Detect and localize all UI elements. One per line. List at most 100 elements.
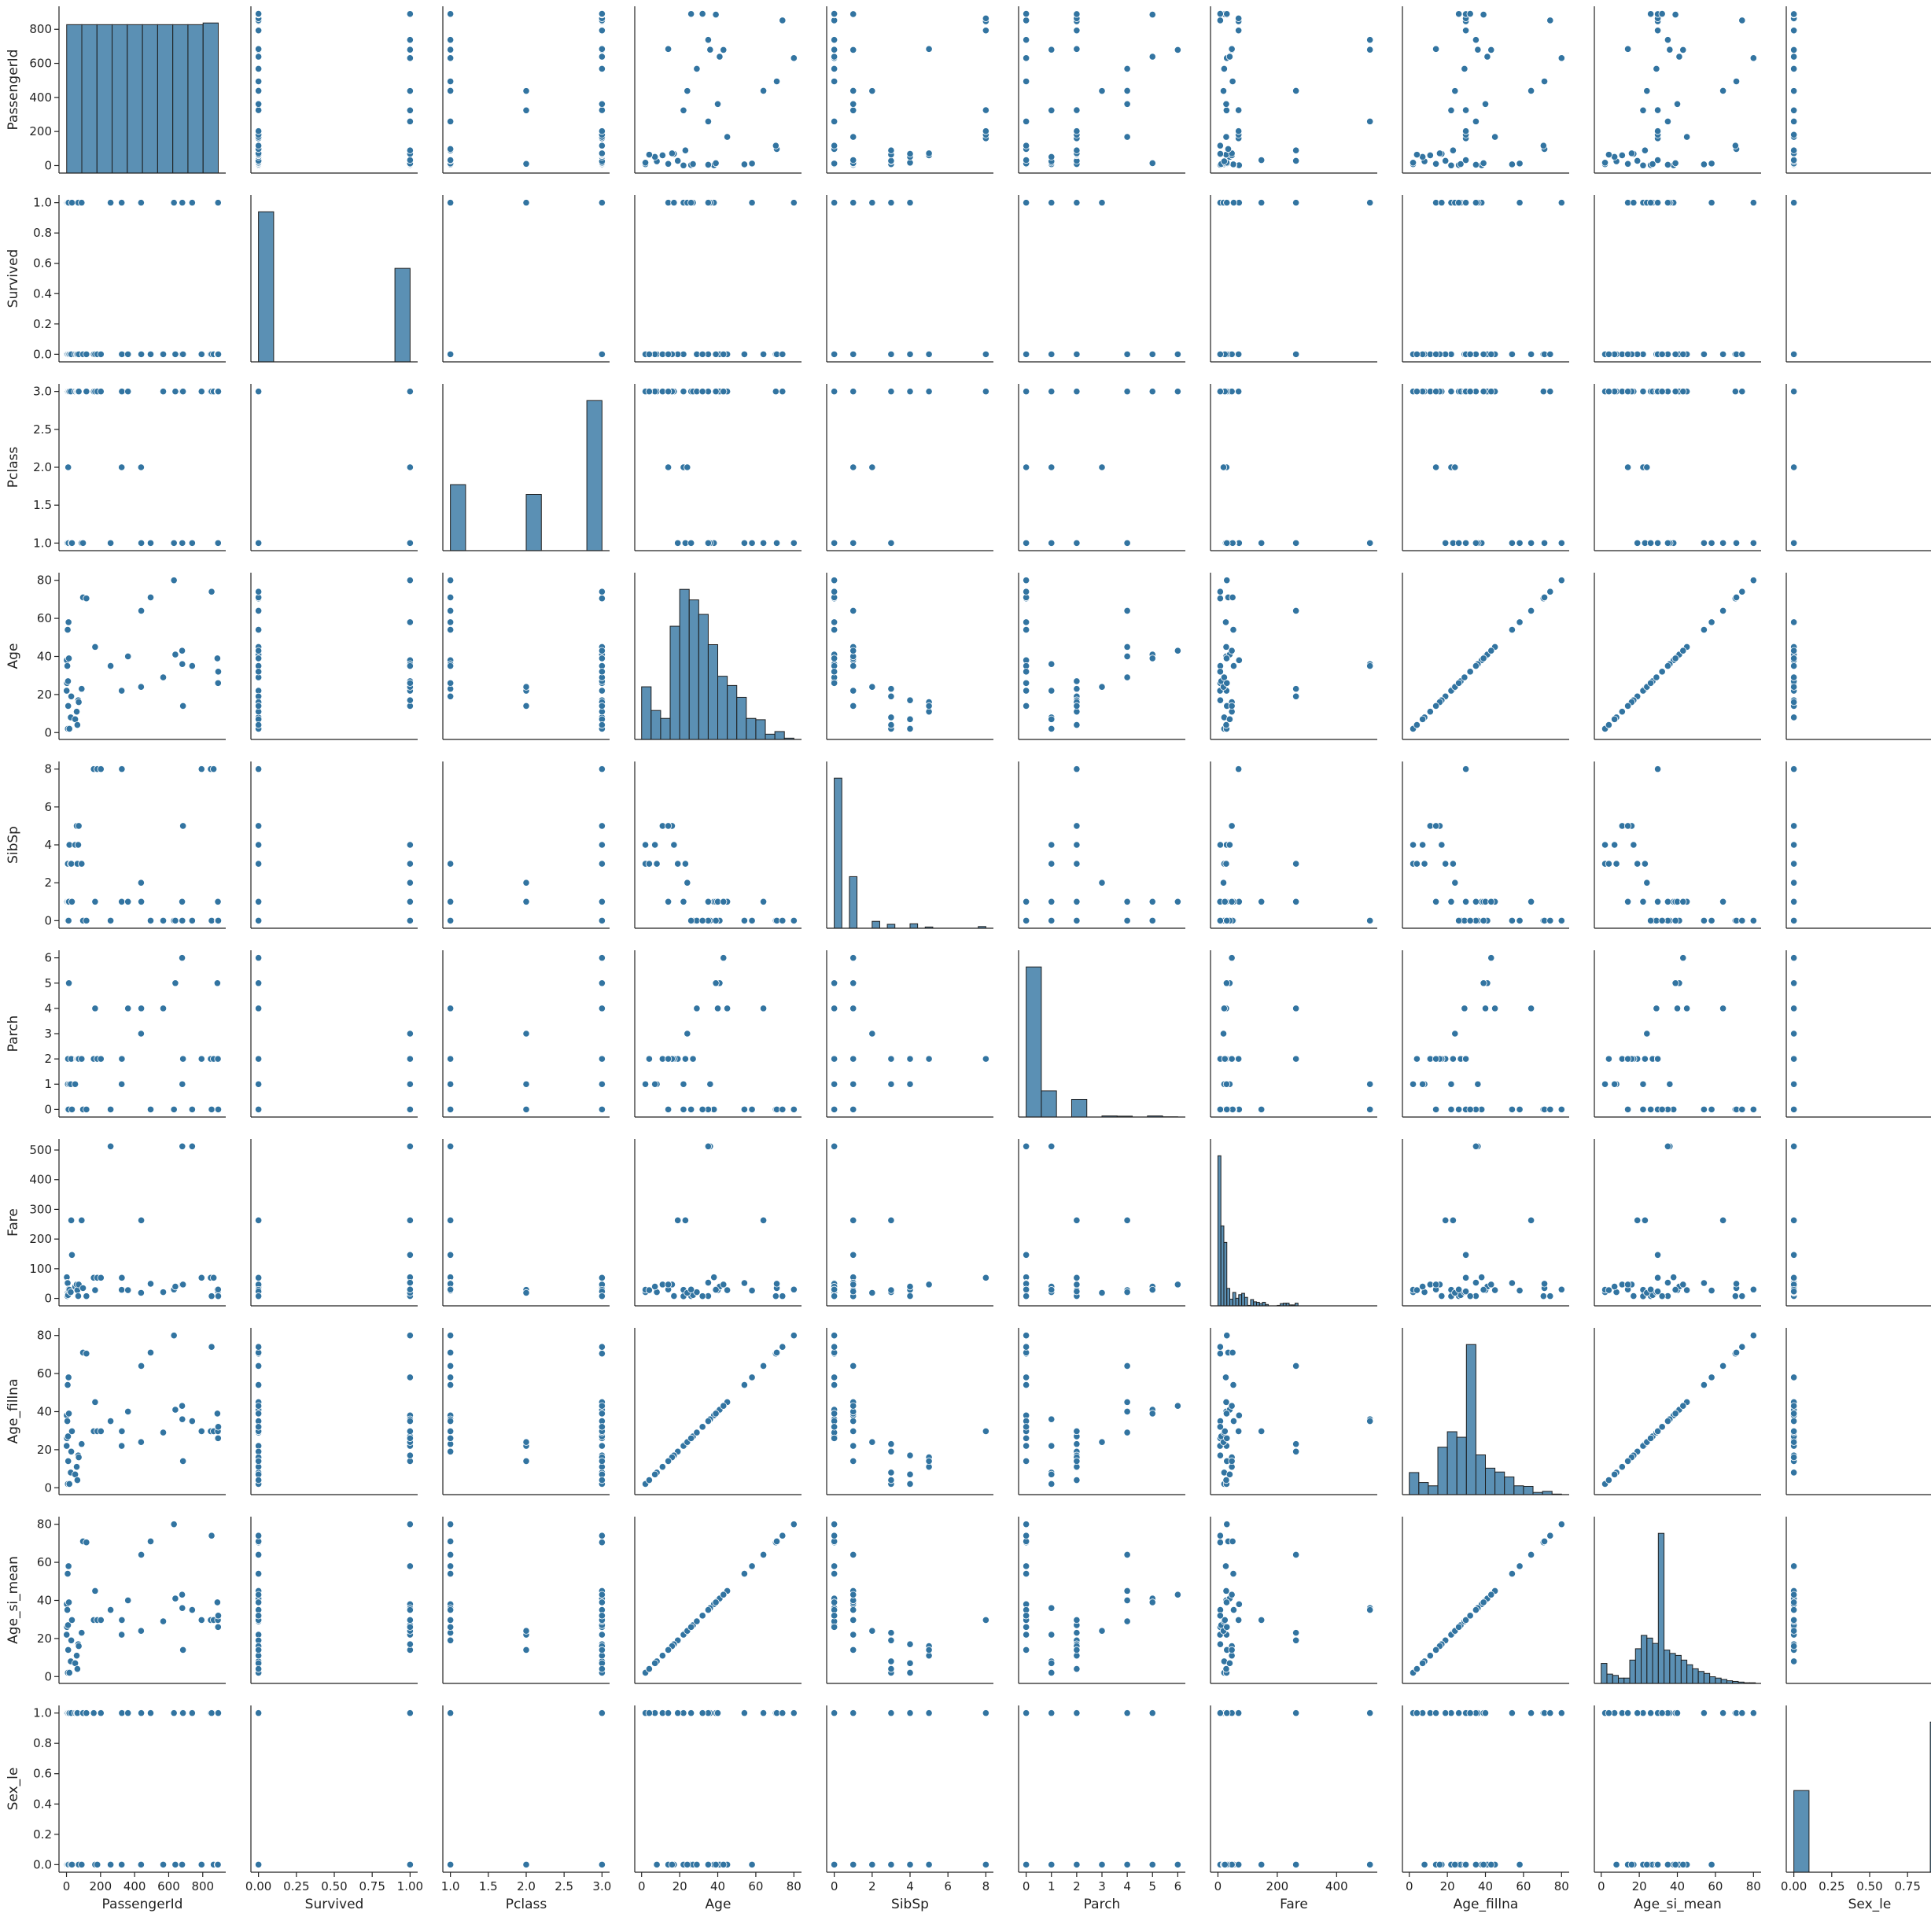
scatter-point xyxy=(179,388,187,396)
scatter-point xyxy=(887,1080,895,1088)
marks xyxy=(1790,388,1798,547)
scatter-point xyxy=(1605,151,1612,159)
scatter-point xyxy=(831,1105,838,1113)
x-tick-label: 4 xyxy=(1123,1879,1131,1893)
scatter-point xyxy=(1216,1350,1224,1358)
scatter-point xyxy=(645,1709,653,1717)
y-tick-label: 2 xyxy=(44,876,52,890)
x-tick-label: 0.75 xyxy=(1894,1879,1920,1893)
scatter-point xyxy=(1222,133,1230,141)
y-tick-label: 0.8 xyxy=(33,1736,52,1750)
scatter-point xyxy=(1413,151,1421,159)
cell-Age_fillna-Age xyxy=(634,1328,802,1495)
scatter-point xyxy=(406,36,414,44)
scatter-point xyxy=(831,1080,838,1088)
scatter-point xyxy=(522,1105,530,1113)
scatter-point xyxy=(1643,87,1651,95)
scatter-point xyxy=(1653,1005,1660,1012)
cell-Survived-Fare xyxy=(1210,195,1377,363)
scatter-point xyxy=(146,1105,155,1113)
scatter-point xyxy=(1222,643,1230,651)
scatter-point xyxy=(170,1521,178,1528)
scatter-point xyxy=(849,1606,857,1614)
scatter-point xyxy=(1449,860,1457,868)
scatter-point xyxy=(1630,1292,1638,1300)
scatter-point xyxy=(170,199,178,207)
scatter-point xyxy=(1174,1591,1181,1598)
y-tick-label: 0 xyxy=(44,1480,52,1495)
scatter-point xyxy=(1123,1550,1131,1559)
scatter-point xyxy=(1292,685,1300,693)
scatter-point xyxy=(1219,463,1228,471)
scatter-point xyxy=(831,53,838,61)
hist-bar xyxy=(909,923,919,928)
hist-bar xyxy=(1623,1677,1631,1683)
scatter-point xyxy=(887,539,895,547)
scatter-point xyxy=(255,1292,263,1300)
y-tick-label: 60 xyxy=(37,1366,52,1381)
scatter-point xyxy=(680,1105,687,1113)
scatter-point xyxy=(447,1550,455,1559)
scatter-point xyxy=(64,1381,72,1389)
scatter-point xyxy=(1557,1521,1565,1528)
scatter-point xyxy=(748,1562,756,1570)
scatter-point xyxy=(67,1216,76,1224)
scatter-point xyxy=(1432,898,1440,905)
scatter-point xyxy=(1148,1598,1156,1606)
scatter-point xyxy=(1148,350,1156,358)
scatter-point xyxy=(1048,1631,1056,1639)
x-tick-label: 20 xyxy=(673,1879,687,1893)
x-tick-label: 400 xyxy=(1325,1879,1348,1893)
scatter-point xyxy=(1292,87,1300,95)
scatter-point xyxy=(1073,146,1081,154)
scatter-point xyxy=(1466,1105,1474,1113)
scatter-point xyxy=(790,1709,798,1717)
scatter-point xyxy=(982,1055,989,1063)
scatter-point xyxy=(674,1709,682,1717)
hist-bar xyxy=(1652,1643,1659,1683)
cell-Pclass-Age_si_mean xyxy=(1594,384,1761,551)
scatter-point xyxy=(255,1860,263,1868)
scatter-point xyxy=(1658,1709,1666,1717)
cell-Sex_le-PassengerId: 0.00.20.40.60.81.00 200 400 600 800Passenger… xyxy=(6,1705,226,1912)
scatter-point xyxy=(831,1562,838,1570)
scatter-point xyxy=(1073,702,1081,710)
scatter-point xyxy=(1790,916,1798,924)
scatter-point xyxy=(1023,577,1030,584)
scatter-point xyxy=(171,350,179,358)
scatter-point xyxy=(598,1539,606,1547)
scatter-point xyxy=(790,1105,798,1113)
scatter-point xyxy=(1540,77,1549,86)
scatter-point xyxy=(137,1362,146,1370)
scatter-point xyxy=(197,350,205,358)
scatter-point xyxy=(1790,156,1798,164)
scatter-point xyxy=(208,1105,216,1113)
scatter-point xyxy=(64,1373,72,1381)
marks xyxy=(831,1709,989,1868)
hist-bar xyxy=(1223,1241,1228,1306)
scatter-point xyxy=(1461,1616,1470,1624)
scatter-point xyxy=(704,539,713,547)
scatter-point xyxy=(849,1442,857,1450)
scatter-point xyxy=(1461,1251,1470,1259)
cell-PassengerId-Pclass xyxy=(442,6,610,174)
scatter-point xyxy=(704,1278,713,1287)
scatter-point xyxy=(1023,54,1030,62)
hist-bar xyxy=(1720,1679,1727,1683)
scatter-point xyxy=(1472,898,1480,905)
marks xyxy=(255,9,414,169)
scatter-point xyxy=(1073,127,1081,135)
scatter-point xyxy=(406,1640,414,1648)
scatter-point xyxy=(1466,9,1474,18)
scatter-point xyxy=(1216,17,1224,24)
scatter-point xyxy=(447,1362,455,1370)
scatter-point xyxy=(849,979,857,987)
scatter-point xyxy=(1653,1055,1662,1063)
scatter-point xyxy=(982,1860,989,1868)
scatter-point xyxy=(447,1623,455,1631)
x-tick-label: 3.0 xyxy=(592,1879,611,1893)
